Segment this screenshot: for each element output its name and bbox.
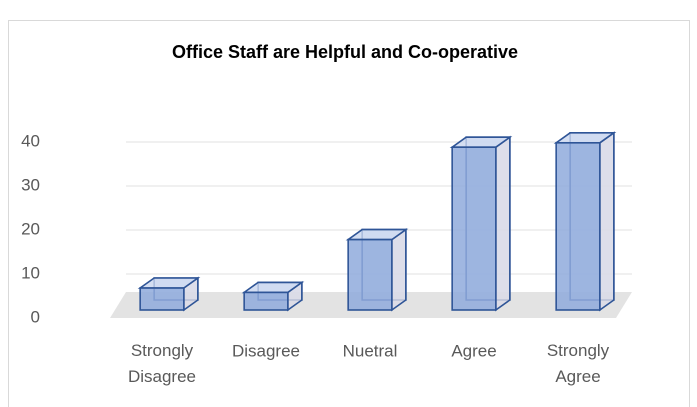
y-tick-label: 40 xyxy=(21,131,40,150)
x-tick-label: Strongly Agree xyxy=(547,341,610,386)
bar xyxy=(137,276,201,312)
x-tick-label: Nuetral xyxy=(343,341,398,360)
y-tick-label: 10 xyxy=(21,263,40,282)
bar-face xyxy=(347,238,393,311)
bar-face xyxy=(139,287,185,311)
bar-face xyxy=(451,146,497,311)
x-tick-label: Strongly Disagree xyxy=(128,341,196,386)
bar-face xyxy=(599,131,615,312)
y-tick-label: 0 xyxy=(31,307,40,326)
x-tick-label: Disagree xyxy=(232,341,300,360)
bar-face xyxy=(555,142,601,311)
chart-title: Office Staff are Helpful and Co-operativ… xyxy=(172,42,518,62)
bar xyxy=(241,280,305,312)
bar xyxy=(449,135,513,312)
bar xyxy=(345,228,409,312)
x-tick-label: Agree xyxy=(451,341,496,360)
bar-face xyxy=(495,135,511,312)
y-tick-label: 30 xyxy=(21,175,40,194)
y-tick-label: 20 xyxy=(21,219,40,238)
bar-face xyxy=(243,291,289,311)
bar xyxy=(553,131,617,312)
bar-face xyxy=(391,228,407,312)
